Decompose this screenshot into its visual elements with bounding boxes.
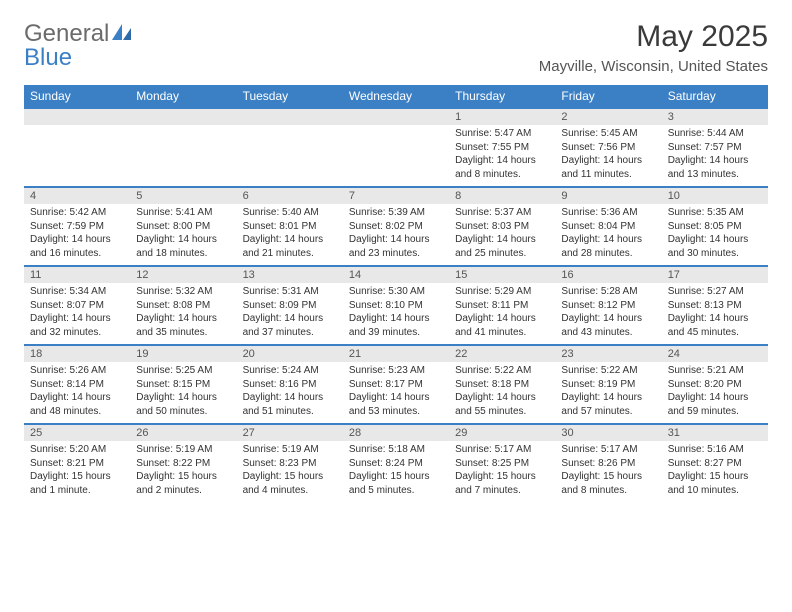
- day-data-cell: Sunrise: 5:20 AM Sunset: 8:21 PM Dayligh…: [24, 441, 130, 503]
- day-data-cell: Sunrise: 5:39 AM Sunset: 8:02 PM Dayligh…: [343, 204, 449, 266]
- day-data-row: Sunrise: 5:26 AM Sunset: 8:14 PM Dayligh…: [24, 362, 768, 424]
- day-data-cell: Sunrise: 5:40 AM Sunset: 8:01 PM Dayligh…: [237, 204, 343, 266]
- day-number-cell: 10: [662, 187, 768, 204]
- day-number-cell: [130, 108, 236, 125]
- weekday-header: Wednesday: [343, 85, 449, 108]
- logo-sail-icon: [111, 20, 133, 48]
- day-number-cell: [343, 108, 449, 125]
- day-number-cell: 27: [237, 424, 343, 441]
- weekday-header: Friday: [555, 85, 661, 108]
- calendar-body: 123Sunrise: 5:47 AM Sunset: 7:55 PM Dayl…: [24, 108, 768, 503]
- day-number-cell: 11: [24, 266, 130, 283]
- day-data-cell: Sunrise: 5:21 AM Sunset: 8:20 PM Dayligh…: [662, 362, 768, 424]
- day-number-cell: 14: [343, 266, 449, 283]
- title-block: May 2025 Mayville, Wisconsin, United Sta…: [539, 20, 768, 83]
- day-data-cell: Sunrise: 5:31 AM Sunset: 8:09 PM Dayligh…: [237, 283, 343, 345]
- weekday-header: Tuesday: [237, 85, 343, 108]
- day-number-cell: [237, 108, 343, 125]
- day-data-cell: Sunrise: 5:34 AM Sunset: 8:07 PM Dayligh…: [24, 283, 130, 345]
- day-number-cell: 29: [449, 424, 555, 441]
- day-data-cell: Sunrise: 5:24 AM Sunset: 8:16 PM Dayligh…: [237, 362, 343, 424]
- day-data-cell: [130, 125, 236, 187]
- day-number-cell: 2: [555, 108, 661, 125]
- day-data-cell: [24, 125, 130, 187]
- day-data-cell: Sunrise: 5:17 AM Sunset: 8:26 PM Dayligh…: [555, 441, 661, 503]
- location-text: Mayville, Wisconsin, United States: [539, 58, 768, 75]
- day-data-cell: Sunrise: 5:37 AM Sunset: 8:03 PM Dayligh…: [449, 204, 555, 266]
- day-number-cell: 19: [130, 345, 236, 362]
- calendar-table: Sunday Monday Tuesday Wednesday Thursday…: [24, 85, 768, 503]
- day-data-cell: Sunrise: 5:45 AM Sunset: 7:56 PM Dayligh…: [555, 125, 661, 187]
- day-number-row: 11121314151617: [24, 266, 768, 283]
- day-data-cell: Sunrise: 5:28 AM Sunset: 8:12 PM Dayligh…: [555, 283, 661, 345]
- day-data-cell: Sunrise: 5:44 AM Sunset: 7:57 PM Dayligh…: [662, 125, 768, 187]
- day-number-cell: 15: [449, 266, 555, 283]
- weekday-header: Saturday: [662, 85, 768, 108]
- weekday-header: Sunday: [24, 85, 130, 108]
- day-data-cell: Sunrise: 5:19 AM Sunset: 8:23 PM Dayligh…: [237, 441, 343, 503]
- day-number-row: 18192021222324: [24, 345, 768, 362]
- day-data-cell: [237, 125, 343, 187]
- calendar-header-row: Sunday Monday Tuesday Wednesday Thursday…: [24, 85, 768, 108]
- day-data-cell: Sunrise: 5:18 AM Sunset: 8:24 PM Dayligh…: [343, 441, 449, 503]
- day-data-cell: Sunrise: 5:29 AM Sunset: 8:11 PM Dayligh…: [449, 283, 555, 345]
- day-number-cell: 24: [662, 345, 768, 362]
- day-data-row: Sunrise: 5:42 AM Sunset: 7:59 PM Dayligh…: [24, 204, 768, 266]
- day-data-cell: Sunrise: 5:22 AM Sunset: 8:19 PM Dayligh…: [555, 362, 661, 424]
- day-number-cell: 13: [237, 266, 343, 283]
- day-data-cell: Sunrise: 5:22 AM Sunset: 8:18 PM Dayligh…: [449, 362, 555, 424]
- header: General May 2025 Mayville, Wisconsin, Un…: [24, 20, 768, 83]
- weekday-header: Monday: [130, 85, 236, 108]
- day-data-cell: Sunrise: 5:25 AM Sunset: 8:15 PM Dayligh…: [130, 362, 236, 424]
- day-data-cell: Sunrise: 5:19 AM Sunset: 8:22 PM Dayligh…: [130, 441, 236, 503]
- day-data-cell: Sunrise: 5:23 AM Sunset: 8:17 PM Dayligh…: [343, 362, 449, 424]
- day-data-cell: Sunrise: 5:36 AM Sunset: 8:04 PM Dayligh…: [555, 204, 661, 266]
- day-data-cell: Sunrise: 5:47 AM Sunset: 7:55 PM Dayligh…: [449, 125, 555, 187]
- day-number-cell: 20: [237, 345, 343, 362]
- day-number-cell: 26: [130, 424, 236, 441]
- day-data-cell: Sunrise: 5:30 AM Sunset: 8:10 PM Dayligh…: [343, 283, 449, 345]
- day-number-cell: 7: [343, 187, 449, 204]
- day-number-cell: 9: [555, 187, 661, 204]
- day-data-cell: Sunrise: 5:26 AM Sunset: 8:14 PM Dayligh…: [24, 362, 130, 424]
- day-number-cell: 3: [662, 108, 768, 125]
- day-number-cell: 1: [449, 108, 555, 125]
- day-number-row: 45678910: [24, 187, 768, 204]
- day-data-row: Sunrise: 5:20 AM Sunset: 8:21 PM Dayligh…: [24, 441, 768, 503]
- day-number-cell: 25: [24, 424, 130, 441]
- day-number-cell: 22: [449, 345, 555, 362]
- month-title: May 2025: [539, 20, 768, 54]
- day-number-cell: 4: [24, 187, 130, 204]
- weekday-header: Thursday: [449, 85, 555, 108]
- day-number-cell: 28: [343, 424, 449, 441]
- day-data-cell: Sunrise: 5:35 AM Sunset: 8:05 PM Dayligh…: [662, 204, 768, 266]
- day-number-cell: [24, 108, 130, 125]
- day-data-cell: Sunrise: 5:42 AM Sunset: 7:59 PM Dayligh…: [24, 204, 130, 266]
- day-number-cell: 12: [130, 266, 236, 283]
- day-number-cell: 30: [555, 424, 661, 441]
- day-number-cell: 5: [130, 187, 236, 204]
- day-data-cell: Sunrise: 5:27 AM Sunset: 8:13 PM Dayligh…: [662, 283, 768, 345]
- day-number-cell: 21: [343, 345, 449, 362]
- day-number-cell: 18: [24, 345, 130, 362]
- day-data-cell: [343, 125, 449, 187]
- day-number-cell: 16: [555, 266, 661, 283]
- day-data-row: Sunrise: 5:47 AM Sunset: 7:55 PM Dayligh…: [24, 125, 768, 187]
- brand-blue: Blue: [24, 44, 72, 72]
- day-data-cell: Sunrise: 5:17 AM Sunset: 8:25 PM Dayligh…: [449, 441, 555, 503]
- day-number-cell: 6: [237, 187, 343, 204]
- day-number-cell: 31: [662, 424, 768, 441]
- day-number-cell: 23: [555, 345, 661, 362]
- day-number-cell: 17: [662, 266, 768, 283]
- day-data-cell: Sunrise: 5:32 AM Sunset: 8:08 PM Dayligh…: [130, 283, 236, 345]
- day-data-cell: Sunrise: 5:16 AM Sunset: 8:27 PM Dayligh…: [662, 441, 768, 503]
- day-number-row: 123: [24, 108, 768, 125]
- day-number-cell: 8: [449, 187, 555, 204]
- day-data-row: Sunrise: 5:34 AM Sunset: 8:07 PM Dayligh…: [24, 283, 768, 345]
- day-data-cell: Sunrise: 5:41 AM Sunset: 8:00 PM Dayligh…: [130, 204, 236, 266]
- day-number-row: 25262728293031: [24, 424, 768, 441]
